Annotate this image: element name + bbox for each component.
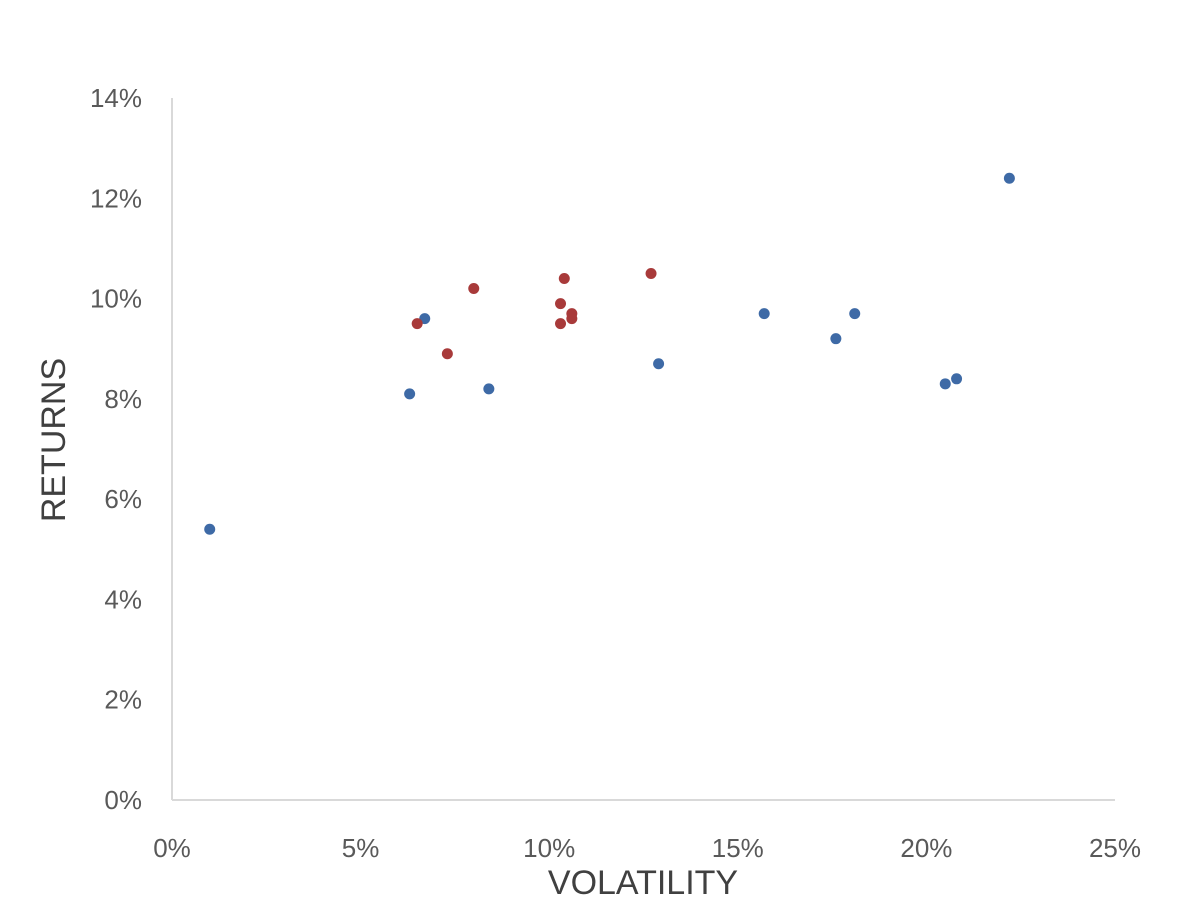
x-tick-label: 25%: [1089, 833, 1141, 863]
x-tick-label: 15%: [712, 833, 764, 863]
axes: [171, 98, 1115, 801]
speech-bubble-logo-icon: [10, 870, 53, 902]
y-tick-label: 12%: [90, 183, 142, 213]
y-tick-label: 14%: [90, 83, 142, 113]
x-tick-label: 5%: [342, 833, 380, 863]
x-axis-title: VOLATILITY: [548, 864, 738, 902]
data-point: [404, 388, 416, 400]
x-tick-label: 10%: [523, 833, 575, 863]
data-point: [555, 298, 567, 310]
data-point: [653, 358, 665, 370]
data-point: [558, 273, 570, 285]
series-1: [204, 172, 1015, 535]
data-point: [468, 283, 480, 295]
data-point: [830, 333, 842, 345]
y-tick-label: 2%: [104, 685, 142, 715]
y-axis-title: RETURNS: [35, 358, 73, 522]
y-tick-label: 8%: [104, 384, 142, 414]
data-points: [204, 172, 1015, 535]
y-tick-labels: 0% 2% 4% 6% 8% 10% 12% 14%: [90, 83, 142, 815]
data-point: [483, 383, 495, 395]
data-point: [555, 318, 567, 330]
data-point: [951, 373, 963, 385]
watermark-label: 大数跨境: [58, 873, 146, 898]
data-point: [645, 268, 657, 279]
data-point: [411, 318, 423, 330]
data-point: [939, 378, 951, 390]
x-tick-labels: 0% 5% 10% 15% 20% 25%: [153, 833, 1141, 863]
data-point: [849, 308, 861, 320]
x-tick-label: 20%: [900, 833, 952, 863]
data-point: [441, 348, 453, 360]
data-point: [1003, 172, 1015, 184]
y-tick-label: 0%: [104, 785, 142, 815]
data-point: [758, 308, 770, 320]
data-point: [566, 313, 578, 325]
y-tick-label: 6%: [104, 484, 142, 514]
y-tick-label: 10%: [90, 284, 142, 314]
y-tick-label: 4%: [104, 584, 142, 614]
x-tick-label: 0%: [153, 833, 191, 863]
watermark: 大数跨境: [10, 870, 146, 902]
data-point: [204, 523, 216, 535]
series-2: [411, 268, 657, 360]
